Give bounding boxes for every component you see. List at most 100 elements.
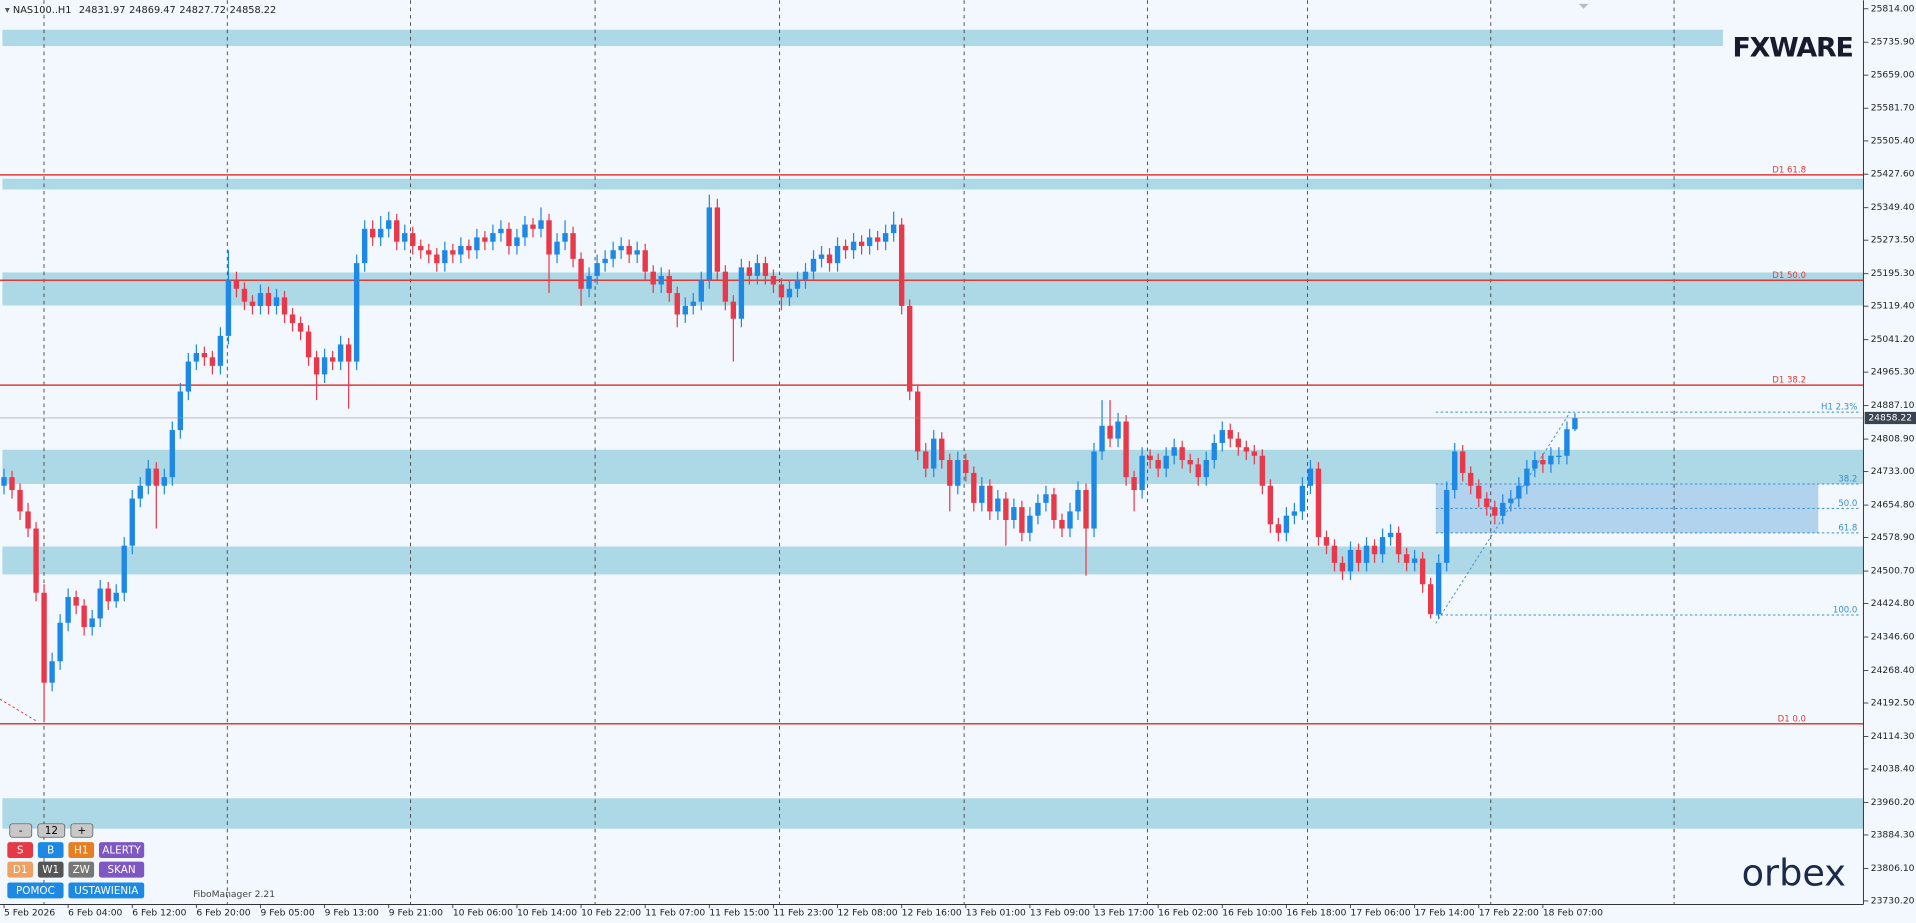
- fibo-level-label: 50.0: [1838, 499, 1857, 509]
- y-tick-label: 23884.30: [1871, 829, 1915, 840]
- level-label: D1 61.8: [1772, 166, 1806, 176]
- button-bg: [9, 823, 33, 838]
- candle-body: [786, 288, 793, 298]
- fibo-level-label: 100.0: [1833, 606, 1857, 616]
- candle-body: [1355, 549, 1362, 563]
- candle-body: [1019, 507, 1025, 533]
- d1-button[interactable]: D1: [13, 864, 28, 876]
- candle-body: [1299, 485, 1306, 512]
- candle-body: [1179, 447, 1185, 461]
- candle-body: [1403, 554, 1410, 563]
- candle-body: [498, 228, 504, 234]
- candle-body: [586, 275, 592, 289]
- plus-button[interactable]: +: [78, 825, 87, 837]
- x-tick-label: 17 Feb 22:00: [1479, 908, 1539, 919]
- y-tick-label: 24038.40: [1871, 763, 1915, 774]
- candle-body: [1027, 515, 1033, 533]
- candle-body: [41, 592, 47, 683]
- scan-button[interactable]: SKAN: [108, 864, 136, 876]
- candle-body: [1107, 425, 1113, 439]
- candle-body: [610, 250, 616, 259]
- h1-button[interactable]: H1: [74, 845, 88, 857]
- button-bg: [7, 842, 33, 859]
- candle-body: [145, 468, 151, 486]
- y-tick-label: 23960.20: [1871, 797, 1915, 808]
- candle-body: [161, 477, 167, 486]
- candle-body: [866, 237, 873, 246]
- x-tick-label: 10 Feb 14:00: [517, 908, 577, 919]
- candle-body: [434, 254, 440, 264]
- candle-body: [17, 490, 23, 512]
- buy-button[interactable]: B: [47, 845, 54, 857]
- orbex-logo: orbex: [1742, 852, 1846, 895]
- candle-body: [642, 250, 648, 272]
- settings-button[interactable]: USTAWIENIA: [74, 885, 139, 897]
- candle-body: [1387, 532, 1394, 538]
- x-tick-label: 9 Feb 13:00: [325, 908, 379, 919]
- candle-body: [762, 263, 769, 276]
- candle-body: [410, 233, 416, 246]
- minus-button[interactable]: -: [19, 825, 23, 837]
- candle-body: [1427, 584, 1434, 615]
- count-field[interactable]: 12: [45, 825, 58, 837]
- level-label: D1 38.2: [1772, 376, 1806, 386]
- zone: [2, 798, 1864, 829]
- x-tick-label: 17 Feb 14:00: [1415, 908, 1475, 919]
- candle-body: [1492, 507, 1498, 516]
- candle-body: [1139, 455, 1145, 491]
- y-tick-label: 25581.70: [1871, 103, 1915, 114]
- header-high: 24869.47: [129, 5, 176, 16]
- candle-body: [1035, 502, 1041, 516]
- candle-body: [1203, 460, 1209, 478]
- candle-body: [121, 545, 127, 593]
- candle-body: [81, 605, 87, 628]
- sell-button[interactable]: S: [17, 845, 24, 857]
- x-tick-label: 13 Feb 17:00: [1094, 908, 1154, 919]
- candle-body: [1275, 524, 1282, 533]
- candle-body: [329, 357, 336, 362]
- y-tick-label: 24500.70: [1871, 566, 1915, 577]
- help-button[interactable]: POMOC: [16, 885, 55, 897]
- candle-body: [1219, 430, 1225, 443]
- w1-button[interactable]: W1: [42, 864, 59, 876]
- candle-body: [770, 275, 777, 285]
- zw-button[interactable]: ZW: [73, 864, 90, 876]
- button-bg: [70, 823, 94, 838]
- candle-body: [1564, 429, 1570, 456]
- candle-body: [890, 224, 897, 234]
- candle-body: [450, 250, 456, 255]
- y-tick-label: 24733.00: [1871, 466, 1915, 477]
- y-tick-label: 25427.60: [1871, 169, 1915, 180]
- candle-body: [1532, 460, 1538, 469]
- candle-body: [474, 237, 480, 251]
- fxware-logo: FXWARE: [1733, 33, 1853, 64]
- candle-body: [858, 241, 865, 246]
- candle-body: [522, 224, 528, 238]
- candle-body: [1067, 511, 1073, 529]
- candle-body: [971, 472, 977, 503]
- candle-body: [506, 228, 512, 246]
- alerts-button[interactable]: ALERTY: [102, 845, 141, 857]
- candle-body: [706, 207, 713, 281]
- candle-body: [281, 297, 288, 315]
- candle-body: [1099, 425, 1105, 452]
- x-tick-label: 12 Feb 16:00: [902, 908, 962, 919]
- candle-body: [113, 592, 119, 602]
- candle-body: [882, 233, 889, 242]
- y-tick-label: 23806.10: [1871, 863, 1915, 874]
- y-tick-label: 25505.40: [1871, 135, 1915, 146]
- candle-body: [1091, 451, 1097, 529]
- candle-body: [1516, 485, 1522, 499]
- candle-body: [979, 485, 985, 503]
- y-tick-label: 24346.60: [1871, 632, 1915, 643]
- candle-body: [874, 237, 881, 242]
- candle-body: [578, 258, 584, 289]
- x-tick-label: 5 Feb 2026: [4, 908, 55, 919]
- candle-body: [9, 477, 15, 491]
- candle-body: [995, 498, 1001, 512]
- candle-body: [265, 293, 272, 306]
- candle-body: [931, 438, 937, 469]
- candle-body: [1435, 562, 1442, 615]
